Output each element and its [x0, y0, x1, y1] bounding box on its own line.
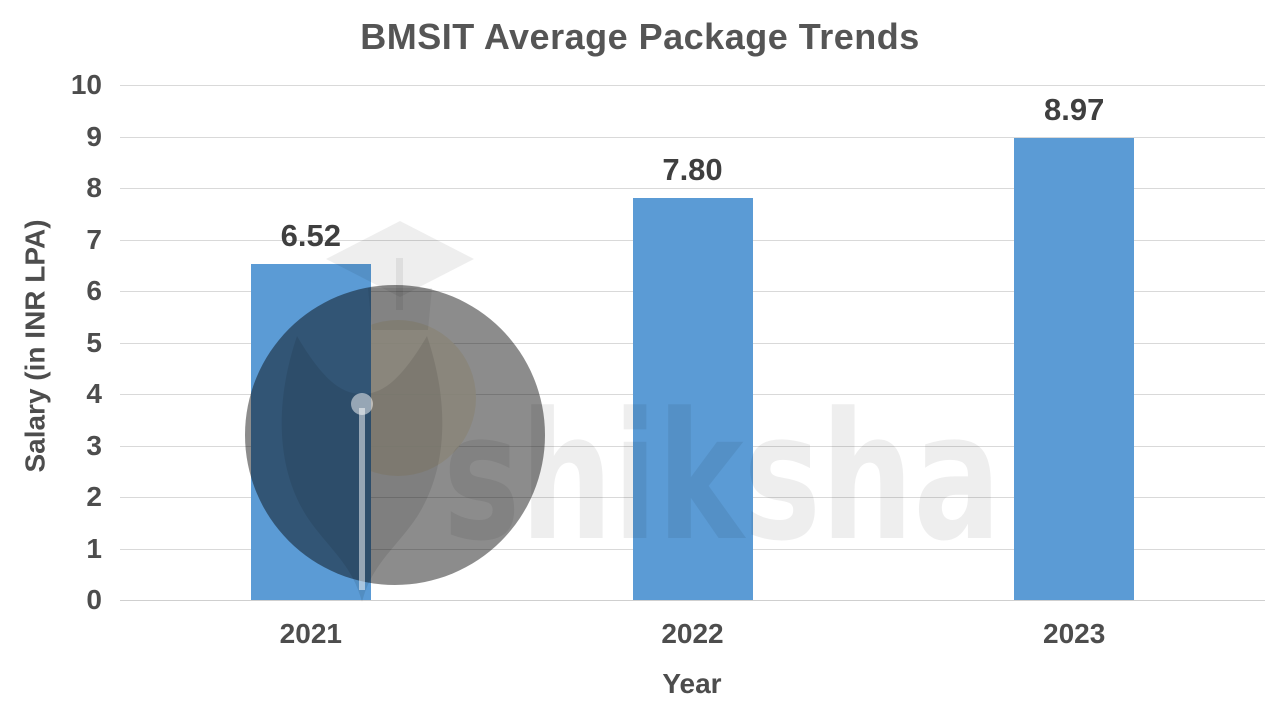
gridline: [120, 188, 1265, 189]
gridline: [120, 136, 1265, 138]
plot-area: 6.52 7.80 8.97: [120, 85, 1265, 601]
bar-2021[interactable]: [250, 264, 371, 600]
y-tick-label: 8: [86, 172, 102, 203]
gridline: [120, 85, 1265, 86]
x-tick-label-2023: 2023: [1043, 618, 1106, 649]
bar-2023[interactable]: [1014, 138, 1135, 600]
chart-title: BMSIT Average Package Trends: [360, 16, 920, 57]
y-tick-label: 2: [86, 481, 102, 512]
y-tick-label: 0: [86, 584, 102, 615]
y-tick-label: 5: [86, 326, 102, 358]
data-label-2022: 7.80: [662, 152, 723, 188]
data-label-2021: 6.52: [280, 218, 341, 254]
gridline: [120, 600, 1265, 601]
y-tick-label: 6: [86, 275, 102, 306]
x-axis-title: Year: [662, 668, 722, 699]
x-tick-label-2022: 2022: [661, 618, 724, 649]
y-tick-label: 9: [86, 120, 102, 152]
y-tick-label: 7: [86, 223, 102, 255]
x-tick-label-2021: 2021: [279, 618, 342, 649]
y-tick-label: 3: [86, 429, 102, 461]
y-tick-label: 10: [70, 69, 102, 100]
y-axis-title: Salary (in INR LPA): [19, 219, 51, 473]
bar-2022[interactable]: [632, 198, 753, 600]
y-tick-label: 1: [86, 532, 102, 564]
y-tick-label: 4: [86, 378, 102, 409]
data-label-2023: 8.97: [1043, 92, 1105, 128]
